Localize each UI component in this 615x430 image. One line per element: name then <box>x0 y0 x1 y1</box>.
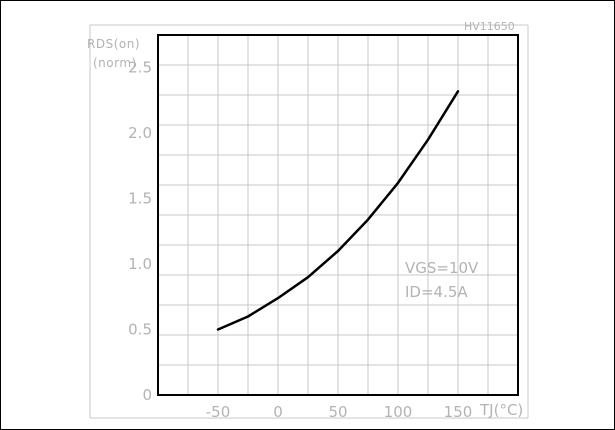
x-tick-label: 150 <box>444 403 473 421</box>
x-tick-label: 50 <box>328 403 347 421</box>
x-tick-label: 100 <box>384 403 413 421</box>
y-tick-label: 0 <box>142 386 152 404</box>
y-tick-label: 1.5 <box>128 190 152 208</box>
y-axis-label-line1: RDS(on) <box>87 37 140 51</box>
y-tick-label: 0.5 <box>128 321 152 339</box>
grid <box>158 35 518 395</box>
y-axis-label-line2: (norm) <box>93 56 137 70</box>
y-tick-labels: 0 0.5 1.0 1.5 2.0 2.5 <box>128 59 152 404</box>
y-tick-label: 2.5 <box>128 59 152 77</box>
figure-code: HV11650 <box>464 20 515 33</box>
plot-border <box>157 34 519 396</box>
y-tick-label: 2.0 <box>128 124 152 142</box>
x-tick-labels: -50 0 50 100 150 <box>206 403 473 421</box>
x-tick-label: -50 <box>206 403 231 421</box>
annotation-vgs: VGS=10V <box>405 259 479 277</box>
y-tick-label: 1.0 <box>128 255 152 273</box>
x-axis-label: TJ(°C) <box>479 401 523 419</box>
annotation-id: ID=4.5A <box>405 283 468 301</box>
series-line <box>216 90 460 331</box>
x-tick-label: 0 <box>273 403 283 421</box>
